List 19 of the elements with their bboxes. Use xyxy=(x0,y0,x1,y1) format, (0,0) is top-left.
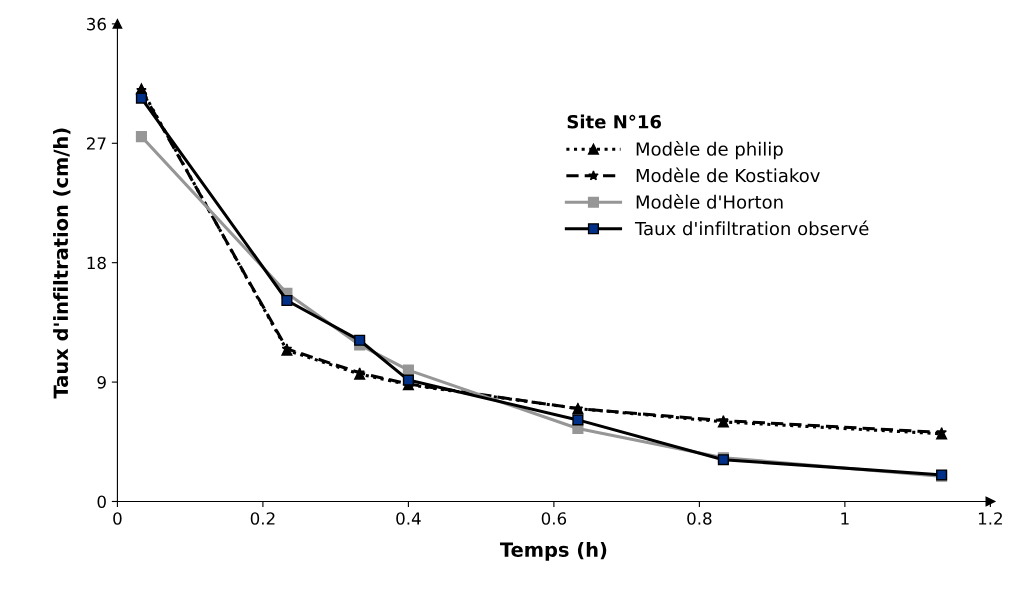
x-tick-label: 0.2 xyxy=(250,512,275,525)
y-tick-label: 9 xyxy=(97,376,106,389)
x-axis-title: Temps (h) xyxy=(499,541,607,561)
legend-label: Modèle d'Horton xyxy=(636,194,783,209)
legend-label: Modèle de Kostiakov xyxy=(636,167,820,183)
legend-label: Modèle de philip xyxy=(636,141,783,160)
y-axis-title: Taux d'infiltration (cm/h) xyxy=(53,128,71,399)
x-tick-label: 1 xyxy=(841,512,849,525)
x-tick-label: 0.6 xyxy=(541,512,567,525)
x-tick-label: 0.4 xyxy=(396,512,421,525)
y-tick-label: 27 xyxy=(87,137,106,150)
x-tick-label: 0 xyxy=(113,512,122,525)
legend-title: Site N°16 xyxy=(567,114,662,129)
legend-label: Taux d'infiltration observé xyxy=(634,220,869,236)
y-tick-label: 36 xyxy=(87,17,106,31)
y-tick-label: 0 xyxy=(97,495,106,509)
y-tick-label: 18 xyxy=(87,256,106,270)
x-tick-label: 0.8 xyxy=(687,512,712,525)
x-tick-label: 1.2 xyxy=(978,512,1002,525)
